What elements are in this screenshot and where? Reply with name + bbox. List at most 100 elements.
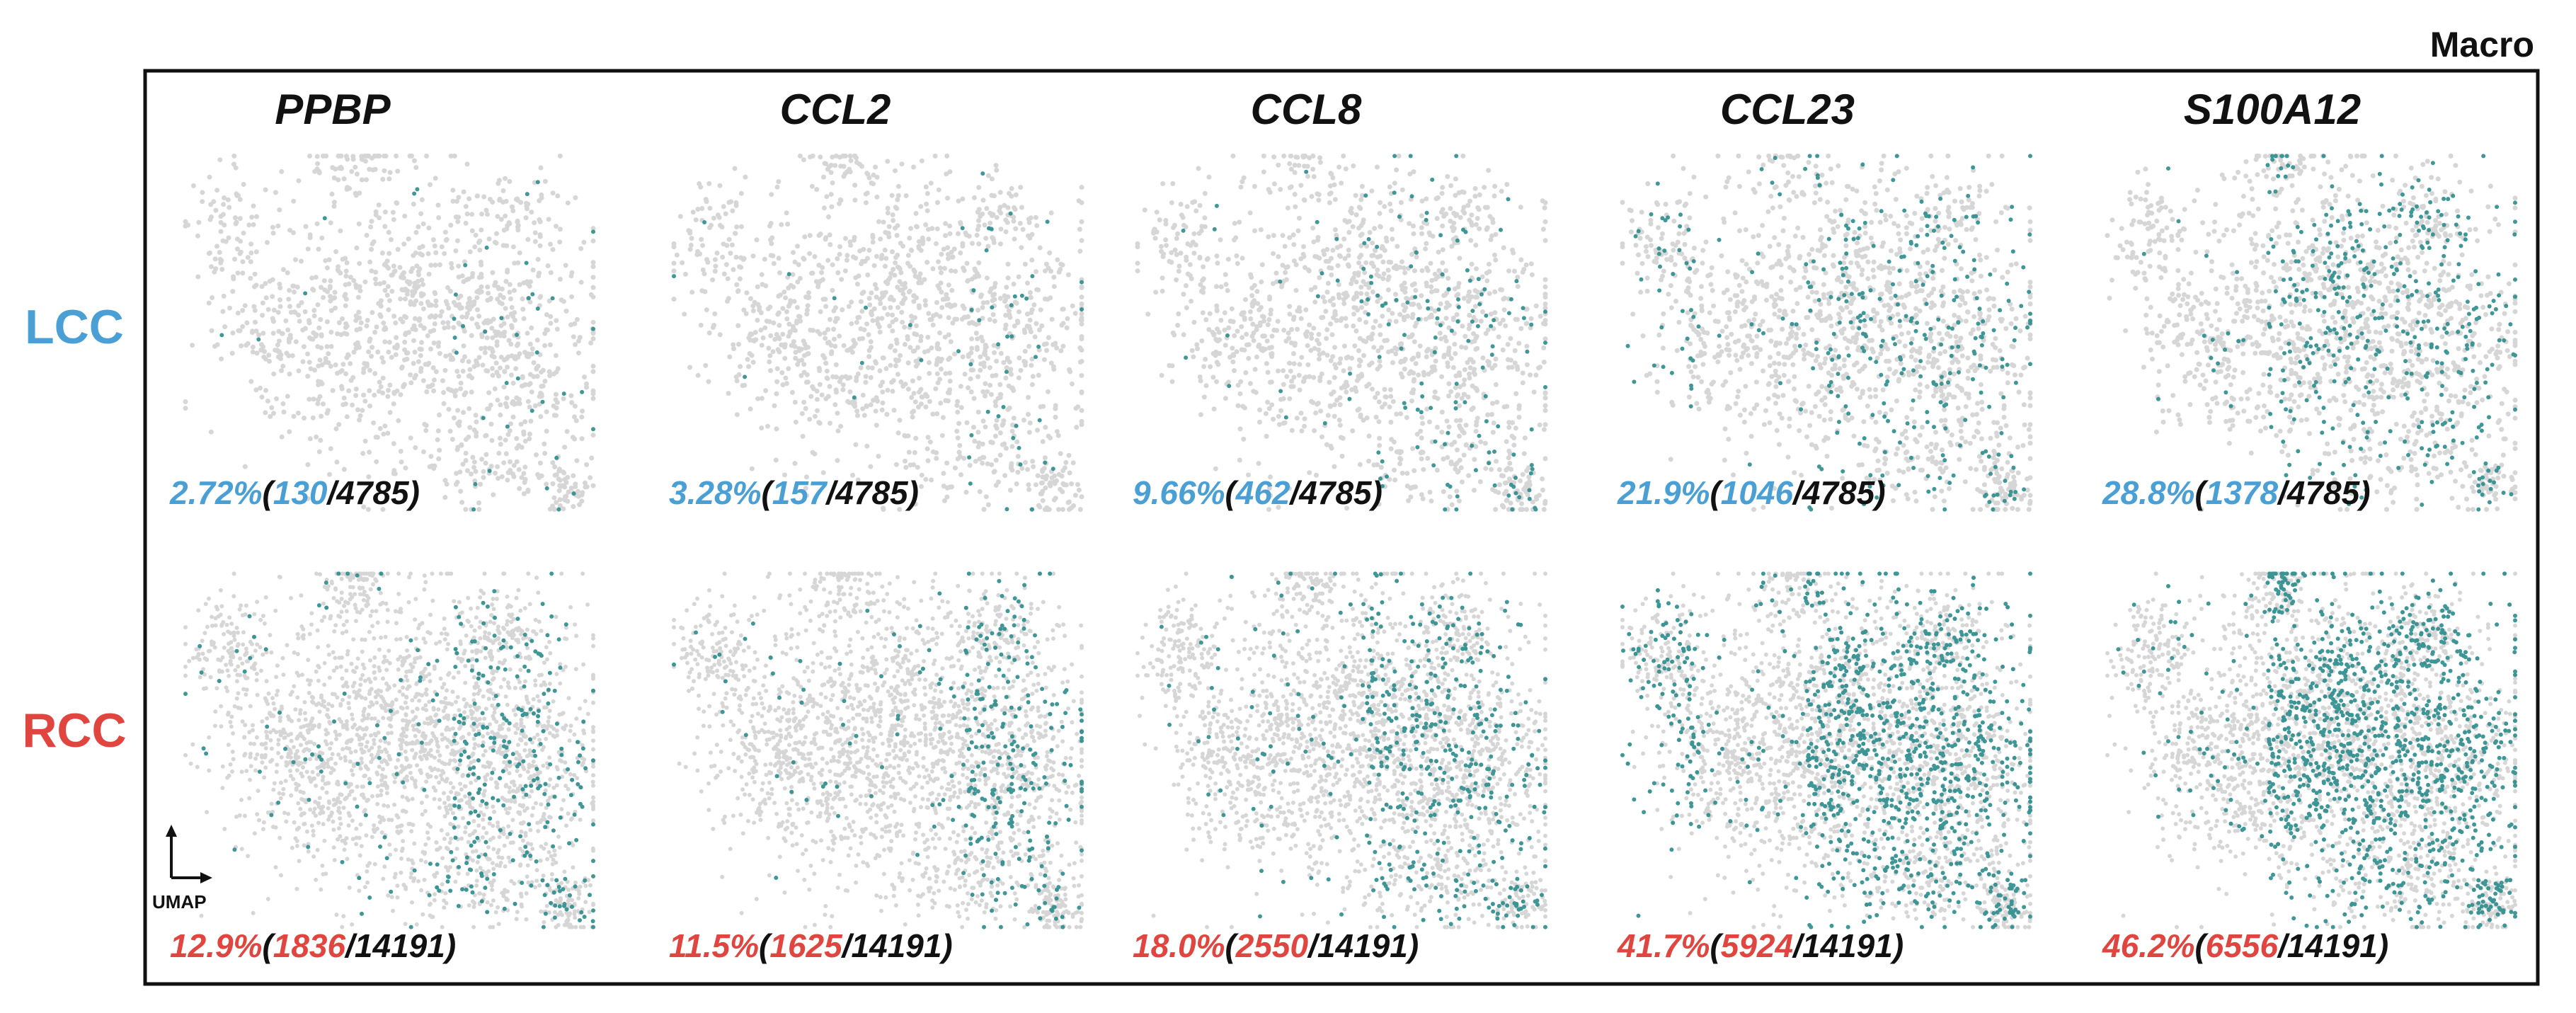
stat-close-paren: ) xyxy=(1871,474,1885,511)
stat-slash: / xyxy=(1792,927,1805,964)
stat-percent: 11.5% xyxy=(669,927,759,964)
stat-close-paren: ) xyxy=(2374,927,2388,964)
background-cells xyxy=(1620,153,2033,513)
stat-label-rcc-ccl8: 18.0%(2550/14191) xyxy=(1133,927,1419,964)
stat-total-count: 4785 xyxy=(1298,474,1373,511)
background-cells xyxy=(1135,571,1548,929)
stat-label-rcc-ppbp: 12.9%(1836/14191) xyxy=(170,927,456,964)
stat-label-rcc-s100a12: 46.2%(6556/14191) xyxy=(2102,927,2388,964)
stat-positive-count: 462 xyxy=(1235,474,1290,511)
stat-percent: 21.9% xyxy=(1617,474,1710,511)
expression-stats: 2.72%(130/4785) 3.28%(157/4785) 9.66%(462/… xyxy=(169,474,2388,964)
expressing-cells xyxy=(672,571,1084,929)
gene-headers: PPBP CCL2 CCL8 CCL23 S100A12 xyxy=(275,86,2361,133)
stat-total-count: 14191 xyxy=(2287,927,2378,964)
stat-open-paren: ( xyxy=(262,927,276,964)
stat-close-paren: ) xyxy=(1404,927,1419,964)
umap-panel-rcc-ppbp xyxy=(183,571,596,929)
stat-close-paren: ) xyxy=(1889,927,1904,964)
stat-label-lcc-ccl8: 9.66%(462/4785) xyxy=(1133,474,1383,511)
stat-positive-count: 5924 xyxy=(1721,927,1793,964)
expressing-cells xyxy=(2141,154,2518,512)
stat-percent: 41.7% xyxy=(1617,927,1710,964)
gene-header-s100a12: S100A12 xyxy=(2184,86,2361,133)
stat-label-lcc-ppbp: 2.72%(130/4785) xyxy=(169,474,420,511)
gene-header-ccl8: CCL8 xyxy=(1251,86,1362,133)
stat-close-paren: ) xyxy=(905,474,919,511)
umap-panel-rcc-ccl8 xyxy=(1135,571,1548,929)
stat-percent: 12.9% xyxy=(170,927,262,964)
stat-open-paren: ( xyxy=(2194,927,2209,964)
row-labels: LCC RCC xyxy=(22,300,126,757)
expressing-cells xyxy=(1159,571,1548,929)
stat-open-paren: ( xyxy=(1710,474,1724,511)
umap-panel-lcc-ccl8 xyxy=(1135,153,1548,513)
background-cells xyxy=(1620,571,2033,929)
stat-label-rcc-ccl23: 41.7%(5924/14191) xyxy=(1617,927,1904,964)
stat-close-paren: ) xyxy=(938,927,952,964)
stat-positive-count: 130 xyxy=(273,474,328,511)
stat-total-count: 14191 xyxy=(1317,927,1408,964)
stat-slash: / xyxy=(344,927,357,964)
stat-percent: 9.66% xyxy=(1133,474,1225,511)
stat-label-lcc-ccl23: 21.9%(1046/4785) xyxy=(1617,474,1886,511)
stat-total-count: 4785 xyxy=(835,474,909,511)
background-cells xyxy=(672,571,1084,929)
stat-open-paren: ( xyxy=(2194,474,2209,511)
stat-percent: 28.8% xyxy=(2102,474,2194,511)
expressing-cells xyxy=(672,171,1084,512)
umap-axis-arrow-up xyxy=(166,825,177,837)
stat-positive-count: 6556 xyxy=(2206,927,2279,964)
stat-slash: / xyxy=(1792,474,1805,511)
stat-positive-count: 2550 xyxy=(1235,927,1309,964)
expressing-cells xyxy=(219,180,596,512)
stat-close-paren: ) xyxy=(2356,474,2370,511)
row-label-lcc: LCC xyxy=(25,300,124,354)
stat-close-paren: ) xyxy=(442,927,456,964)
stat-close-paren: ) xyxy=(1368,474,1383,511)
stat-slash: / xyxy=(825,474,839,511)
stat-percent: 46.2% xyxy=(2102,927,2194,964)
umap-panel-lcc-ppbp xyxy=(183,153,596,513)
umap-panels xyxy=(183,153,2518,929)
gene-header-ccl23: CCL23 xyxy=(1720,86,1855,133)
stat-close-paren: ) xyxy=(406,474,420,511)
stat-positive-count: 1625 xyxy=(769,927,843,964)
background-cells xyxy=(183,153,596,513)
stat-slash: / xyxy=(1307,927,1320,964)
corner-label: Macro xyxy=(2430,25,2534,64)
umap-panel-rcc-ccl2 xyxy=(672,571,1084,929)
stat-total-count: 4785 xyxy=(336,474,410,511)
expressing-cells xyxy=(1181,154,1548,512)
stat-label-lcc-ccl2: 3.28%(157/4785) xyxy=(669,474,919,511)
stat-label-lcc-s100a12: 28.8%(1378/4785) xyxy=(2102,474,2371,511)
gene-header-ppbp: PPBP xyxy=(275,86,391,133)
background-cells xyxy=(1135,153,1548,513)
stat-total-count: 14191 xyxy=(355,927,445,964)
umap-axis-arrow-right xyxy=(200,872,212,883)
background-cells xyxy=(183,571,596,929)
stat-percent: 18.0% xyxy=(1133,927,1225,964)
stat-open-paren: ( xyxy=(1225,927,1239,964)
stat-percent: 2.72% xyxy=(169,474,262,511)
stat-total-count: 4785 xyxy=(1802,474,1876,511)
row-label-rcc: RCC xyxy=(22,704,126,757)
stat-percent: 3.28% xyxy=(669,474,761,511)
background-cells xyxy=(671,153,1084,513)
umap-axis-label: UMAP xyxy=(152,891,207,912)
stat-positive-count: 1836 xyxy=(273,927,346,964)
expressing-cells xyxy=(1625,154,2033,512)
umap-panel-lcc-s100a12 xyxy=(2105,153,2518,513)
umap-panel-lcc-ccl23 xyxy=(1620,153,2033,513)
expressing-cells xyxy=(183,571,596,929)
stat-slash: / xyxy=(2277,474,2290,511)
gene-header-ccl2: CCL2 xyxy=(780,86,891,133)
stat-positive-count: 1046 xyxy=(1721,474,1794,511)
stat-open-paren: ( xyxy=(759,927,773,964)
stat-label-rcc-ccl2: 11.5%(1625/14191) xyxy=(669,927,953,964)
umap-panel-lcc-ccl2 xyxy=(671,153,1084,513)
stat-slash: / xyxy=(326,474,340,511)
stat-open-paren: ( xyxy=(1225,474,1239,511)
stat-slash: / xyxy=(2277,927,2290,964)
